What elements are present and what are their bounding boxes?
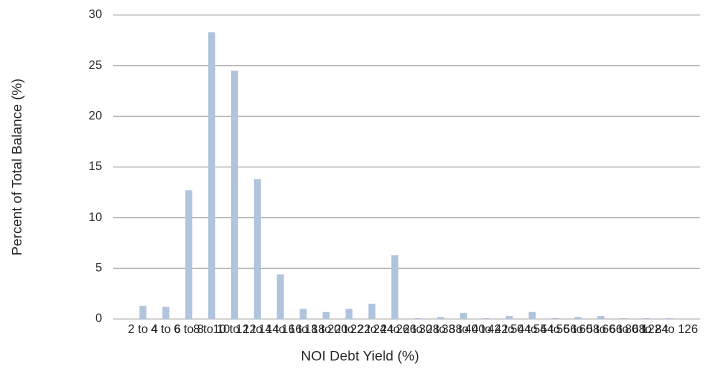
bar [459,312,467,319]
x-tick-label: 42 to 44 [488,322,532,336]
bar [482,317,490,319]
bar [139,305,147,319]
y-tick-label: 0 [95,311,102,325]
x-tick-label: 22 to 24 [350,322,394,336]
x-tick-label: 122 to 126 [641,322,698,336]
bar [162,306,170,319]
x-tick-label: 20 to 22 [327,322,371,336]
bar [253,179,261,319]
bar [643,317,651,319]
bar [620,317,628,319]
x-tick-label: 18 to 20 [304,322,348,336]
bar [185,190,193,319]
x-tick-label: 2 to 4 [128,322,158,336]
bar [391,255,399,319]
x-tick-label: 60 to 66 [579,322,623,336]
bar [299,308,307,319]
y-tick-label: 15 [89,159,103,173]
x-tick-label: 80 to 84 [625,322,669,336]
bar [597,315,605,319]
bar [574,316,582,319]
x-tick-label: 40 to 42 [465,322,509,336]
y-tick-label: 5 [95,261,102,275]
x-tick-label: 26 to 28 [396,322,440,336]
bar [208,32,216,320]
x-tick-label: 14 to 16 [259,322,303,336]
x-tick-label: 8 to 10 [193,322,230,336]
x-tick-label: 50 to 54 [510,322,554,336]
bar [345,308,353,319]
bar [231,70,239,319]
y-tick-label: 20 [89,109,103,123]
x-tick-label: 54 to 56 [533,322,577,336]
bar [414,317,422,319]
bar [551,317,559,319]
x-tick-label: 30 to 38 [419,322,463,336]
y-axis-label: Percent of Total Balance (%) [9,78,25,255]
bar [322,311,330,319]
y-tick-label: 25 [89,58,103,72]
bar [666,317,674,319]
x-tick-label: 38 to 40 [442,322,486,336]
x-tick-label: 24 to 26 [373,322,417,336]
x-tick-label: 6 to 8 [174,322,204,336]
x-tick-label: 10 to 12 [213,322,257,336]
bar [528,311,536,319]
bar [437,316,445,319]
x-tick-label: 4 to 6 [151,322,181,336]
y-tick-label: 30 [89,7,103,21]
bar [505,315,513,319]
x-tick-label: 66 to 68 [602,322,646,336]
y-tick-label: 10 [89,210,103,224]
x-tick-label: 56 to 58 [556,322,600,336]
x-tick-label: 12 to 14 [236,322,280,336]
bar [276,274,284,319]
x-axis-label: NOI Debt Yield (%) [301,348,419,364]
x-tick-label: 16 to 18 [282,322,326,336]
bar [368,303,376,319]
